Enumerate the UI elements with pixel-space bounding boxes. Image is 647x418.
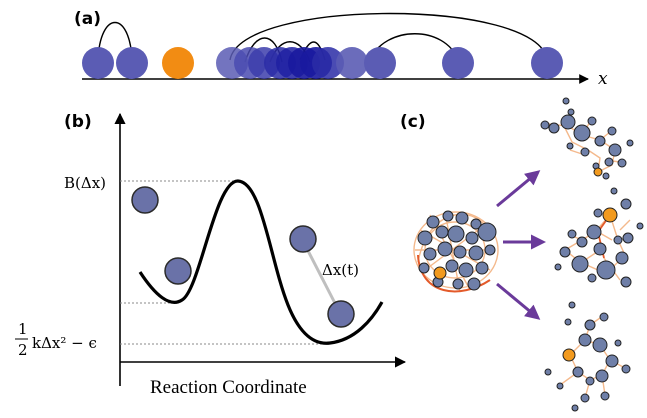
central-cluster (414, 211, 498, 292)
network-nodes (545, 302, 630, 411)
network-nodes (541, 98, 633, 179)
well-expression: kΔx² − ϵ (32, 334, 97, 352)
network-nodes (555, 188, 643, 287)
panel-a: (a) x (74, 9, 608, 89)
highlighted-node (563, 349, 575, 361)
highlighted-node (434, 267, 446, 279)
arrow-to-bottom (497, 284, 538, 318)
well-particles (132, 187, 354, 327)
particle (328, 301, 354, 327)
particle (290, 226, 316, 252)
y-label-barrier: B(Δx) (64, 174, 106, 192)
particle (116, 47, 148, 79)
x-axis-title: Reaction Coordinate (150, 377, 307, 398)
panel-b: (b) Reaction Coordinate B(Δx) 1 2 kΔx² −… (15, 112, 405, 398)
transition-arrows (497, 172, 543, 318)
network-bottom (545, 302, 630, 411)
x-axis-label: x (598, 69, 608, 89)
particle (336, 47, 368, 79)
panel-c-label: (c) (400, 112, 426, 132)
particle (442, 47, 474, 79)
highlighted-node (594, 168, 602, 176)
panel-b-label: (b) (64, 112, 92, 132)
particle (132, 187, 158, 213)
particle-chain (82, 47, 563, 79)
y-label-well: 1 2 kΔx² − ϵ (15, 320, 97, 359)
network-top (541, 98, 633, 179)
fraction-numerator: 1 (18, 320, 28, 338)
particle (82, 47, 114, 79)
panel-c: (c) (400, 98, 643, 411)
highlighted-node (603, 208, 617, 222)
particle (531, 47, 563, 79)
arrow-to-top (497, 172, 538, 206)
fraction-denominator: 2 (18, 341, 28, 359)
highlighted-particle (162, 47, 194, 79)
displacement-label: Δx(t) (322, 261, 359, 279)
network-middle (555, 188, 643, 287)
panel-a-label: (a) (74, 9, 101, 29)
particle (165, 258, 191, 284)
particle (364, 47, 396, 79)
